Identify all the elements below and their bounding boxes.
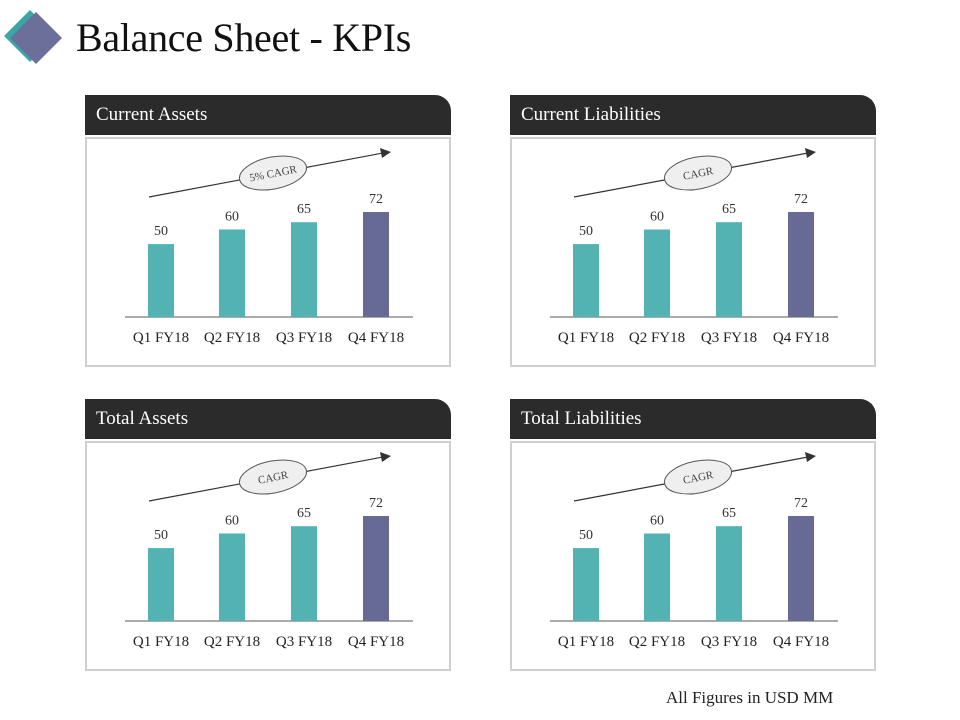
panel-header: Total Liabilities [510, 399, 876, 439]
x-tick-label: Q1 FY18 [558, 634, 614, 650]
cagr-badge: CAGR [663, 155, 733, 191]
logo-front-diamond [10, 12, 62, 64]
data-label: 60 [650, 210, 664, 225]
bar-q3-fy18 [291, 222, 317, 317]
arrow-head-icon [380, 452, 391, 462]
panel-current-assets: Current Assets 50 Q1 FY18 60 Q2 FY18 65 Q3 FY… [85, 95, 451, 367]
panel-title: Total Liabilities [521, 408, 642, 429]
units-footnote: All Figures in USD MM [666, 688, 834, 707]
panel-current-liabilities: Current Liabilities 50 Q1 FY18 60 Q2 FY18 65… [510, 95, 876, 367]
chart-area: 50 Q1 FY18 60 Q2 FY18 65 Q3 FY18 72 Q4 FY18 5% C… [85, 137, 451, 367]
data-label: 72 [369, 496, 383, 511]
bar-q3-fy18 [716, 222, 742, 317]
data-label: 50 [154, 528, 168, 543]
bar-chart: 50 Q1 FY18 60 Q2 FY18 65 Q3 FY18 72 Q4 FY18 CAGR [550, 148, 838, 346]
bar-q4-fy18 [788, 516, 814, 621]
data-label: 72 [794, 496, 808, 511]
bar-chart: 50 Q1 FY18 60 Q2 FY18 65 Q3 FY18 72 Q4 FY18 CAGR [550, 452, 838, 650]
panel-title: Total Assets [96, 408, 189, 429]
cagr-label: CAGR [682, 165, 715, 183]
data-label: 60 [225, 210, 239, 225]
bar-q2-fy18 [219, 229, 245, 317]
data-label: 60 [225, 514, 239, 529]
chart-area: 50 Q1 FY18 60 Q2 FY18 65 Q3 FY18 72 Q4 FY18 CAGR [85, 441, 451, 671]
x-tick-label: Q3 FY18 [276, 330, 332, 346]
data-label: 50 [579, 224, 593, 239]
cagr-badge: CAGR [238, 459, 308, 495]
bar-q2-fy18 [219, 533, 245, 621]
data-label: 65 [297, 506, 311, 521]
x-tick-label: Q4 FY18 [773, 330, 829, 346]
bar-q3-fy18 [291, 526, 317, 621]
x-tick-label: Q2 FY18 [204, 330, 260, 346]
panel-total-assets: Total Assets 50 Q1 FY18 60 Q2 FY18 65 Q3 FY18… [85, 399, 451, 671]
panel-title: Current Assets [96, 104, 208, 125]
arrow-head-icon [380, 148, 391, 158]
data-label: 50 [579, 528, 593, 543]
cagr-ellipse [238, 459, 308, 495]
bar-chart: 50 Q1 FY18 60 Q2 FY18 65 Q3 FY18 72 Q4 FY18 5% C… [125, 148, 413, 346]
panel-total-liabilities: Total Liabilities 50 Q1 FY18 60 Q2 FY18 65 Q3… [510, 399, 876, 671]
bar-q3-fy18 [716, 526, 742, 621]
panel-header: Total Assets [85, 399, 451, 439]
cagr-badge: CAGR [663, 459, 733, 495]
chart-area: 50 Q1 FY18 60 Q2 FY18 65 Q3 FY18 72 Q4 FY18 CAGR [510, 137, 876, 367]
bar-q2-fy18 [644, 229, 670, 317]
data-label: 50 [154, 224, 168, 239]
x-tick-label: Q4 FY18 [348, 330, 404, 346]
bar-q4-fy18 [363, 516, 389, 621]
data-label: 72 [369, 192, 383, 207]
x-tick-label: Q3 FY18 [701, 634, 757, 650]
bar-q2-fy18 [644, 533, 670, 621]
x-tick-label: Q1 FY18 [558, 330, 614, 346]
x-tick-label: Q3 FY18 [276, 634, 332, 650]
bar-q1-fy18 [148, 548, 174, 621]
x-tick-label: Q2 FY18 [629, 330, 685, 346]
panel-header: Current Assets [85, 95, 451, 135]
x-tick-label: Q1 FY18 [133, 330, 189, 346]
panel-title: Current Liabilities [521, 104, 661, 125]
data-label: 65 [297, 202, 311, 217]
x-tick-label: Q2 FY18 [629, 634, 685, 650]
bar-q1-fy18 [573, 244, 599, 317]
bar-q4-fy18 [363, 212, 389, 317]
bar-q1-fy18 [148, 244, 174, 317]
data-label: 60 [650, 514, 664, 529]
x-tick-label: Q4 FY18 [773, 634, 829, 650]
cagr-ellipse [663, 155, 733, 191]
arrow-head-icon [805, 452, 816, 462]
panel-header: Current Liabilities [510, 95, 876, 135]
x-tick-label: Q4 FY18 [348, 634, 404, 650]
page-title: Balance Sheet - KPIs [76, 15, 412, 60]
cagr-label: CAGR [257, 469, 290, 487]
data-label: 72 [794, 192, 808, 207]
data-label: 65 [722, 506, 736, 521]
x-tick-label: Q3 FY18 [701, 330, 757, 346]
x-tick-label: Q1 FY18 [133, 634, 189, 650]
cagr-ellipse [238, 155, 308, 191]
bar-q1-fy18 [573, 548, 599, 621]
bar-chart: 50 Q1 FY18 60 Q2 FY18 65 Q3 FY18 72 Q4 FY18 CAGR [125, 452, 413, 650]
diamond-logo-icon [4, 10, 62, 64]
chart-area: 50 Q1 FY18 60 Q2 FY18 65 Q3 FY18 72 Q4 FY18 CAGR [510, 441, 876, 671]
data-label: 65 [722, 202, 736, 217]
arrow-head-icon [805, 148, 816, 158]
cagr-ellipse [663, 459, 733, 495]
cagr-badge: 5% CAGR [238, 155, 308, 191]
cagr-label: CAGR [682, 469, 715, 487]
x-tick-label: Q2 FY18 [204, 634, 260, 650]
bar-q4-fy18 [788, 212, 814, 317]
